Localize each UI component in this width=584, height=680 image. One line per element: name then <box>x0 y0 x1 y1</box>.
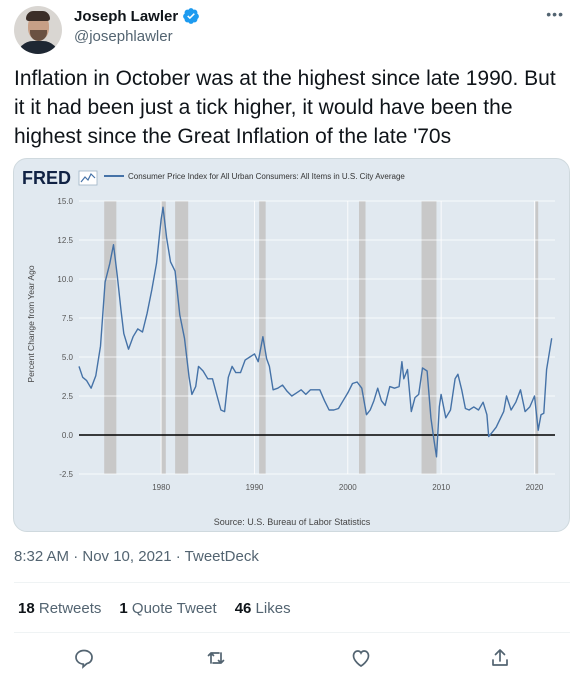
x-tick-label: 2000 <box>339 483 357 492</box>
fred-logo: FRED <box>22 168 71 188</box>
like-icon[interactable] <box>349 646 373 670</box>
y-tick-label: 12.5 <box>57 236 73 245</box>
fred-logo-mark <box>78 170 98 186</box>
recession-shade <box>161 201 166 474</box>
name-row: Joseph Lawler <box>74 7 200 25</box>
y-axis-label: Percent Change from Year Ago <box>26 265 36 382</box>
tweet-header: Joseph Lawler @josephlawler ••• <box>14 4 570 54</box>
more-icon[interactable]: ••• <box>546 6 564 22</box>
recession-shade <box>359 201 366 474</box>
fred-chart: 15.0 12.5 10.0 7.5 5.0 2.5 0.0 -2.5 1980 1990 2000… <box>22 168 555 527</box>
legend-label: Consumer Price Index for All Urban Consu… <box>128 172 405 181</box>
recession-shade <box>104 201 117 474</box>
x-tick-label: 2010 <box>432 483 450 492</box>
quote-stat[interactable]: 1 Quote Tweet <box>119 600 216 617</box>
x-tick-label: 1980 <box>152 483 170 492</box>
display-name[interactable]: Joseph Lawler <box>74 7 179 25</box>
retweets-label: Retweets <box>38 600 102 617</box>
x-tick-label: 2020 <box>526 483 544 492</box>
y-tick-label: -2.5 <box>59 470 73 479</box>
recession-shade <box>535 201 539 474</box>
likes-label: Likes <box>255 600 291 617</box>
share-icon[interactable] <box>488 646 512 670</box>
likes-stat[interactable]: 46 Likes <box>235 600 291 617</box>
retweets-stat[interactable]: 18 Retweets <box>18 600 101 617</box>
y-tick-label: 5.0 <box>62 353 74 362</box>
divider <box>14 582 570 583</box>
y-tick-label: 10.0 <box>57 275 73 284</box>
quote-label: Quote Tweet <box>131 600 217 617</box>
series-line-cpi <box>78 206 553 458</box>
recession-shade <box>421 201 437 474</box>
recession-shade <box>175 201 189 474</box>
tweet-timestamp[interactable]: 8:32 AM · Nov 10, 2021 · TweetDeck <box>14 548 259 565</box>
tweet-text: Inflation in October was at the highest … <box>14 67 556 148</box>
tweet-stats: 18 Retweets 1 Quote Tweet 46 Likes <box>18 600 291 617</box>
likes-count: 46 <box>234 600 252 617</box>
tweet-media-chart[interactable]: 15.0 12.5 10.0 7.5 5.0 2.5 0.0 -2.5 1980 1990 2000… <box>13 158 570 532</box>
quote-count: 1 <box>119 600 128 617</box>
y-tick-label: 15.0 <box>57 197 73 206</box>
chart-source: Source: U.S. Bureau of Labor Statistics <box>214 517 371 527</box>
y-tick-label: 2.5 <box>62 392 74 401</box>
retweets-count: 18 <box>18 600 35 617</box>
divider <box>14 632 570 633</box>
user-handle[interactable]: @josephlawler <box>74 28 173 45</box>
retweet-icon[interactable] <box>204 646 228 670</box>
y-tick-label: 7.5 <box>62 314 74 323</box>
y-tick-label: 0.0 <box>62 431 74 440</box>
avatar[interactable] <box>14 6 62 54</box>
action-bar <box>0 646 584 674</box>
reply-icon[interactable] <box>72 646 96 670</box>
x-tick-label: 1990 <box>246 483 264 492</box>
verified-icon <box>182 7 200 25</box>
